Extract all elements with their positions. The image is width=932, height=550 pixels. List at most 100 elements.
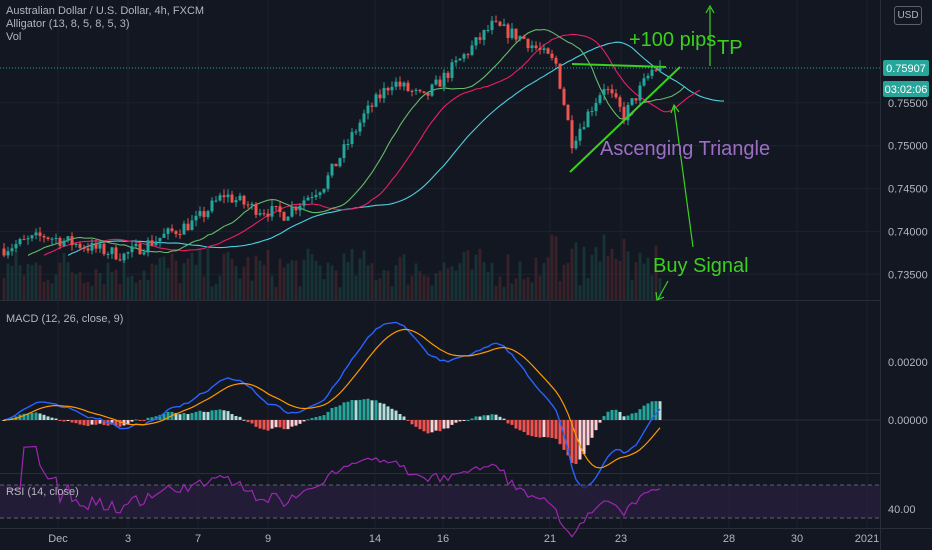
candle-body[interactable] — [566, 104, 570, 121]
candle-body[interactable] — [614, 93, 618, 98]
candle-body[interactable] — [590, 111, 594, 113]
candle-body[interactable] — [50, 238, 54, 240]
candle-body[interactable] — [618, 97, 622, 107]
triangle-support-line[interactable] — [569, 66, 681, 173]
candle-body[interactable] — [466, 54, 470, 56]
candle-body[interactable] — [250, 203, 254, 206]
candle-body[interactable] — [406, 82, 410, 91]
candle-body[interactable] — [30, 235, 34, 239]
candle-body[interactable] — [626, 104, 630, 121]
candle-body[interactable] — [462, 54, 466, 59]
candle-body[interactable] — [74, 243, 78, 246]
candle-body[interactable] — [426, 92, 430, 96]
candle-body[interactable] — [150, 240, 154, 246]
vol-legend[interactable]: Vol — [6, 31, 22, 43]
candle-body[interactable] — [434, 79, 438, 85]
candle-body[interactable] — [454, 60, 458, 63]
candle-body[interactable] — [6, 251, 10, 256]
candle-body[interactable] — [214, 200, 218, 202]
candle-body[interactable] — [534, 45, 538, 49]
candle-body[interactable] — [78, 243, 82, 248]
candle-body[interactable] — [402, 82, 406, 87]
candle-body[interactable] — [226, 194, 230, 198]
candle-body[interactable] — [502, 24, 506, 26]
rsi-legend[interactable]: RSI (14, close) — [6, 486, 79, 498]
candle-body[interactable] — [70, 236, 74, 246]
candle-body[interactable] — [342, 144, 346, 159]
candle-body[interactable] — [198, 211, 202, 216]
candle-body[interactable] — [166, 228, 170, 234]
candle-body[interactable] — [522, 36, 526, 39]
candle-body[interactable] — [274, 206, 278, 208]
alligator-legend[interactable]: Alligator (13, 8, 5, 8, 5, 3) — [6, 18, 130, 30]
candle-body[interactable] — [282, 212, 286, 221]
candle-body[interactable] — [26, 238, 30, 240]
candle-body[interactable] — [546, 48, 550, 54]
candle-body[interactable] — [134, 243, 138, 247]
candle-body[interactable] — [370, 105, 374, 107]
currency-button[interactable]: USD — [894, 6, 922, 25]
candle-body[interactable] — [46, 237, 50, 240]
candle-body[interactable] — [346, 144, 350, 146]
candle-body[interactable] — [474, 37, 478, 46]
candle-body[interactable] — [186, 223, 190, 231]
candle-body[interactable] — [118, 259, 122, 261]
candle-body[interactable] — [538, 48, 542, 50]
candle-body[interactable] — [494, 20, 498, 22]
candle-body[interactable] — [374, 94, 378, 107]
candle-body[interactable] — [294, 206, 298, 211]
price-axis[interactable]: 0.73500 0.74000 0.74500 0.75000 0.75500 0.002… — [888, 98, 928, 516]
candle-body[interactable] — [242, 195, 246, 205]
candle-body[interactable] — [18, 239, 22, 245]
candle-body[interactable] — [638, 85, 642, 101]
candle-body[interactable] — [574, 140, 578, 149]
candle-body[interactable] — [578, 128, 582, 141]
candle-body[interactable] — [358, 122, 362, 132]
candle-body[interactable] — [438, 79, 442, 87]
candle-body[interactable] — [190, 220, 194, 231]
candle-body[interactable] — [350, 132, 354, 145]
macd-legend[interactable]: MACD (12, 26, close, 9) — [6, 313, 124, 325]
candle-body[interactable] — [510, 28, 514, 38]
candle-body[interactable] — [378, 94, 382, 99]
price-legend[interactable]: Australian Dollar / U.S. Dollar, 4h, FXC… — [6, 5, 204, 44]
candle-body[interactable] — [306, 197, 310, 201]
candle-body[interactable] — [530, 45, 534, 49]
candle-body[interactable] — [458, 58, 462, 61]
candle-body[interactable] — [182, 223, 186, 235]
candle-body[interactable] — [270, 206, 274, 217]
candle-body[interactable] — [62, 240, 66, 246]
candle-body[interactable] — [550, 53, 554, 58]
triangle-resistance-line[interactable] — [571, 63, 667, 68]
candle-body[interactable] — [442, 72, 446, 87]
candle-body[interactable] — [654, 69, 658, 71]
candle-body[interactable] — [202, 211, 206, 218]
candle-body[interactable] — [90, 242, 94, 251]
candle-body[interactable] — [526, 38, 530, 49]
candle-body[interactable] — [386, 87, 390, 91]
candle-body[interactable] — [610, 89, 614, 94]
candle-body[interactable] — [146, 240, 150, 253]
candle-body[interactable] — [362, 113, 366, 123]
candle-body[interactable] — [562, 88, 566, 105]
candle-body[interactable] — [122, 253, 126, 261]
candle-body[interactable] — [430, 84, 434, 96]
candle-body[interactable] — [594, 103, 598, 112]
candle-body[interactable] — [170, 228, 174, 232]
candle-body[interactable] — [158, 237, 162, 242]
candle-body[interactable] — [86, 248, 90, 251]
candle-body[interactable] — [558, 63, 562, 89]
candle-body[interactable] — [98, 243, 102, 249]
candle-body[interactable] — [102, 243, 106, 255]
buy-signal-arrow-line[interactable] — [657, 280, 669, 300]
candle-body[interactable] — [554, 57, 558, 64]
candle-body[interactable] — [310, 196, 314, 198]
candle-body[interactable] — [322, 188, 326, 193]
candle-body[interactable] — [22, 239, 26, 241]
candle-body[interactable] — [646, 75, 650, 79]
candle-body[interactable] — [194, 215, 198, 221]
candle-body[interactable] — [542, 48, 546, 50]
candle-body[interactable] — [106, 253, 110, 255]
